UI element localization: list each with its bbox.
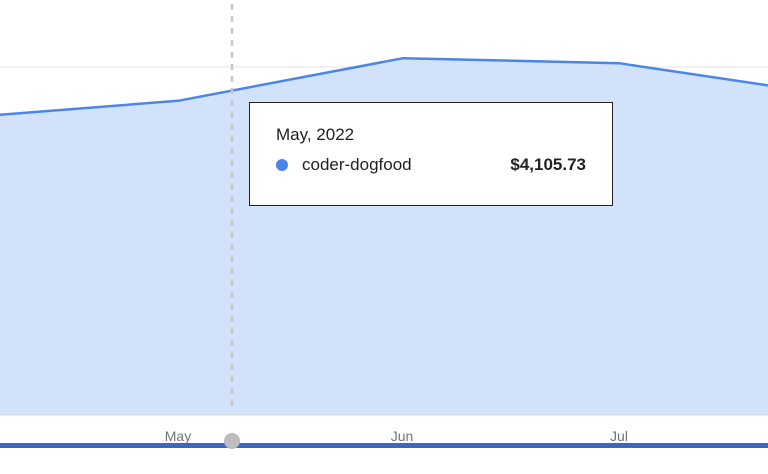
tooltip-series-value: $4,105.73: [510, 155, 586, 174]
hover-tooltip: May, 2022 coder-dogfood $4,105.73: [249, 102, 613, 206]
time-range-scrubber-handle[interactable]: [224, 433, 240, 449]
series-color-dot-icon: [276, 159, 288, 171]
tooltip-date: May, 2022: [276, 125, 355, 144]
x-tick-label-jun: Jun: [391, 428, 414, 444]
series-line-coder-dogfood: [0, 56, 768, 116]
x-tick-labels: May Jun Jul: [165, 428, 628, 444]
tooltip-series-name: coder-dogfood: [302, 155, 412, 174]
x-tick-label-jul: Jul: [610, 428, 628, 444]
tooltip-series-row: coder-dogfood $4,105.73: [276, 155, 586, 175]
x-tick-label-may: May: [165, 428, 191, 444]
time-range-scrubber-track[interactable]: [0, 443, 768, 448]
